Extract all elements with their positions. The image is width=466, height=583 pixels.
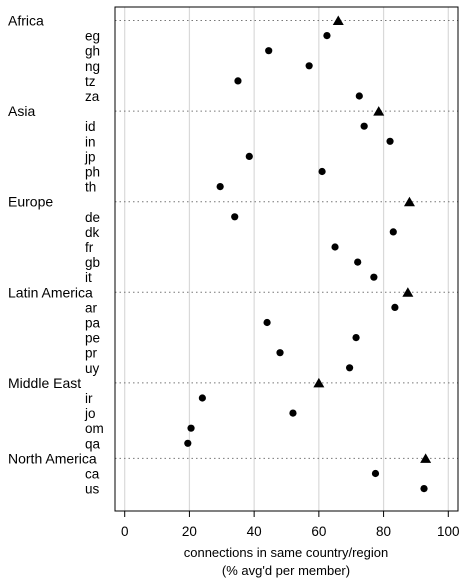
plot-frame bbox=[114, 6, 459, 512]
country-label: th bbox=[85, 180, 96, 195]
country-label: it bbox=[85, 270, 92, 285]
country-label: jp bbox=[84, 149, 96, 164]
x-tick-label: 40 bbox=[247, 524, 262, 539]
group-marker-triangle bbox=[420, 453, 432, 463]
country-label: dk bbox=[85, 225, 100, 240]
country-marker-dot bbox=[352, 334, 360, 342]
x-tick-label: 20 bbox=[182, 524, 197, 539]
country-label: in bbox=[85, 134, 96, 149]
country-label: pa bbox=[85, 316, 101, 331]
country-label: de bbox=[85, 210, 100, 225]
country-marker-dot bbox=[391, 303, 399, 311]
country-marker-dot bbox=[323, 31, 331, 40]
country-marker-dot bbox=[263, 318, 271, 327]
group-label: Europe bbox=[8, 194, 53, 210]
x-tick-label: 60 bbox=[311, 524, 326, 539]
country-marker-dot bbox=[289, 409, 297, 417]
country-label: pr bbox=[85, 346, 98, 361]
country-label: eg bbox=[85, 29, 100, 44]
group-label: North America bbox=[8, 450, 97, 466]
group-marker-triangle bbox=[403, 196, 415, 207]
country-marker-dot bbox=[276, 349, 284, 357]
x-tick-label: 0 bbox=[121, 524, 129, 539]
country-marker-dot bbox=[184, 439, 192, 447]
group-label: Asia bbox=[8, 103, 35, 119]
country-marker-dot bbox=[234, 77, 242, 85]
group-label: Africa bbox=[8, 13, 44, 29]
country-marker-dot bbox=[331, 243, 339, 251]
country-marker-dot bbox=[389, 228, 397, 236]
group-label: Middle East bbox=[8, 375, 81, 391]
x-axis-label-line1: connections in same country/region bbox=[184, 545, 389, 560]
country-label: za bbox=[85, 89, 100, 104]
country-label: ar bbox=[85, 300, 98, 315]
country-label: ir bbox=[85, 391, 93, 406]
country-label: jo bbox=[84, 406, 96, 421]
country-marker-dot bbox=[370, 273, 378, 281]
country-marker-dot bbox=[265, 47, 273, 55]
country-label: gb bbox=[85, 255, 100, 270]
country-label: om bbox=[85, 421, 104, 436]
country-label: pe bbox=[85, 331, 100, 346]
country-label: uy bbox=[85, 361, 100, 376]
country-marker-dot bbox=[354, 258, 362, 266]
country-label: ca bbox=[85, 467, 100, 482]
x-axis-label-line2: (% avg'd per member) bbox=[222, 563, 350, 578]
x-tick-label: 80 bbox=[376, 524, 391, 539]
country-label: id bbox=[85, 119, 96, 134]
country-marker-dot bbox=[231, 213, 239, 221]
country-marker-dot bbox=[318, 167, 326, 176]
country-label: fr bbox=[85, 240, 94, 255]
country-label: tz bbox=[85, 74, 96, 89]
country-marker-dot bbox=[187, 424, 195, 432]
x-tick-label: 100 bbox=[437, 524, 460, 539]
country-label: gh bbox=[85, 44, 100, 59]
group-marker-triangle bbox=[373, 106, 385, 116]
group-label: Latin America bbox=[8, 284, 93, 300]
country-marker-dot bbox=[360, 122, 368, 130]
country-label: ph bbox=[85, 165, 100, 180]
country-label: us bbox=[85, 482, 100, 497]
country-marker-dot bbox=[355, 92, 363, 100]
country-marker-dot bbox=[216, 183, 224, 191]
group-marker-triangle bbox=[313, 377, 325, 388]
country-marker-dot bbox=[198, 394, 206, 402]
group-marker-triangle bbox=[402, 287, 414, 297]
country-marker-dot bbox=[420, 485, 428, 493]
country-marker-dot bbox=[245, 152, 253, 160]
country-label: ng bbox=[85, 59, 100, 74]
group-marker-triangle bbox=[332, 15, 344, 25]
country-marker-dot bbox=[371, 469, 380, 478]
country-marker-dot bbox=[305, 62, 313, 70]
country-label: qa bbox=[85, 436, 101, 451]
country-marker-dot bbox=[386, 137, 394, 145]
country-marker-dot bbox=[345, 364, 354, 372]
